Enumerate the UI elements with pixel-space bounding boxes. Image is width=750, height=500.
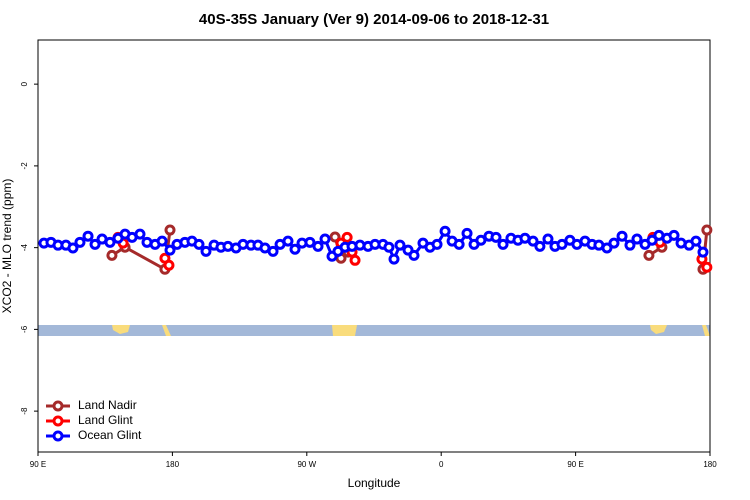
x-tick-label: 90 W (297, 460, 316, 469)
legend-marker (52, 430, 64, 442)
y-tick-label: -8 (20, 407, 29, 415)
y-tick-label: -4 (20, 244, 29, 252)
ocean-band (38, 325, 710, 336)
land-shape (112, 325, 130, 334)
x-tick-label: 90 E (30, 460, 46, 469)
point (475, 234, 487, 246)
legend-label: Land Glint (78, 413, 133, 427)
plot-frame (37, 39, 711, 453)
y-axis-label: XCO2 - MLO trend (ppm) (0, 179, 14, 314)
point (608, 237, 620, 249)
point (616, 230, 628, 242)
legend-marker (52, 415, 64, 427)
point (556, 238, 568, 250)
x-axis-label: Longitude (348, 476, 401, 490)
point (200, 245, 212, 257)
point (156, 235, 168, 247)
point (461, 227, 473, 239)
x-tick-label: 180 (703, 460, 717, 469)
point (319, 233, 331, 245)
point (601, 242, 613, 254)
point (89, 238, 101, 250)
point (690, 235, 702, 247)
point (304, 236, 316, 248)
point (439, 225, 451, 237)
point (312, 240, 324, 252)
point (341, 231, 353, 243)
point (163, 259, 175, 271)
point (527, 235, 539, 247)
point (497, 238, 509, 250)
x-tick-label: 90 E (567, 460, 583, 469)
point (193, 238, 205, 250)
point (624, 239, 636, 251)
land-shape (332, 325, 357, 336)
map-strip (38, 325, 710, 336)
point (134, 228, 146, 240)
point (431, 238, 443, 250)
point (74, 236, 86, 248)
chart-title: 40S-35S January (Ver 9) 2014-09-06 to 20… (199, 11, 549, 28)
point (104, 236, 116, 248)
point (490, 231, 502, 243)
y-tick-label: -6 (20, 325, 29, 333)
point (534, 240, 546, 252)
point (106, 249, 118, 261)
x-tick-label: 0 (439, 460, 444, 469)
y-tick-label: 0 (20, 81, 29, 86)
y-tick-label: -2 (20, 162, 29, 170)
legend-label: Land Nadir (78, 398, 137, 412)
point (697, 246, 709, 258)
point (542, 233, 554, 245)
x-tick-label: 180 (166, 460, 180, 469)
point (701, 261, 713, 273)
legend-label: Ocean Glint (78, 428, 142, 442)
point (67, 242, 79, 254)
land-shape (702, 325, 710, 336)
point (646, 234, 658, 246)
point (668, 229, 680, 241)
point (329, 231, 341, 243)
point (349, 254, 361, 266)
land-shape (162, 325, 171, 336)
point (282, 235, 294, 247)
point (388, 253, 400, 265)
point (164, 224, 176, 236)
point (643, 249, 655, 261)
point (267, 245, 279, 257)
point (289, 243, 301, 255)
point (701, 224, 713, 236)
point (164, 244, 176, 256)
point (82, 230, 94, 242)
point (631, 233, 643, 245)
point (394, 239, 406, 251)
point (453, 238, 465, 250)
point (383, 241, 395, 253)
legend-marker (52, 400, 64, 412)
point (408, 249, 420, 261)
land-shape (650, 325, 667, 334)
